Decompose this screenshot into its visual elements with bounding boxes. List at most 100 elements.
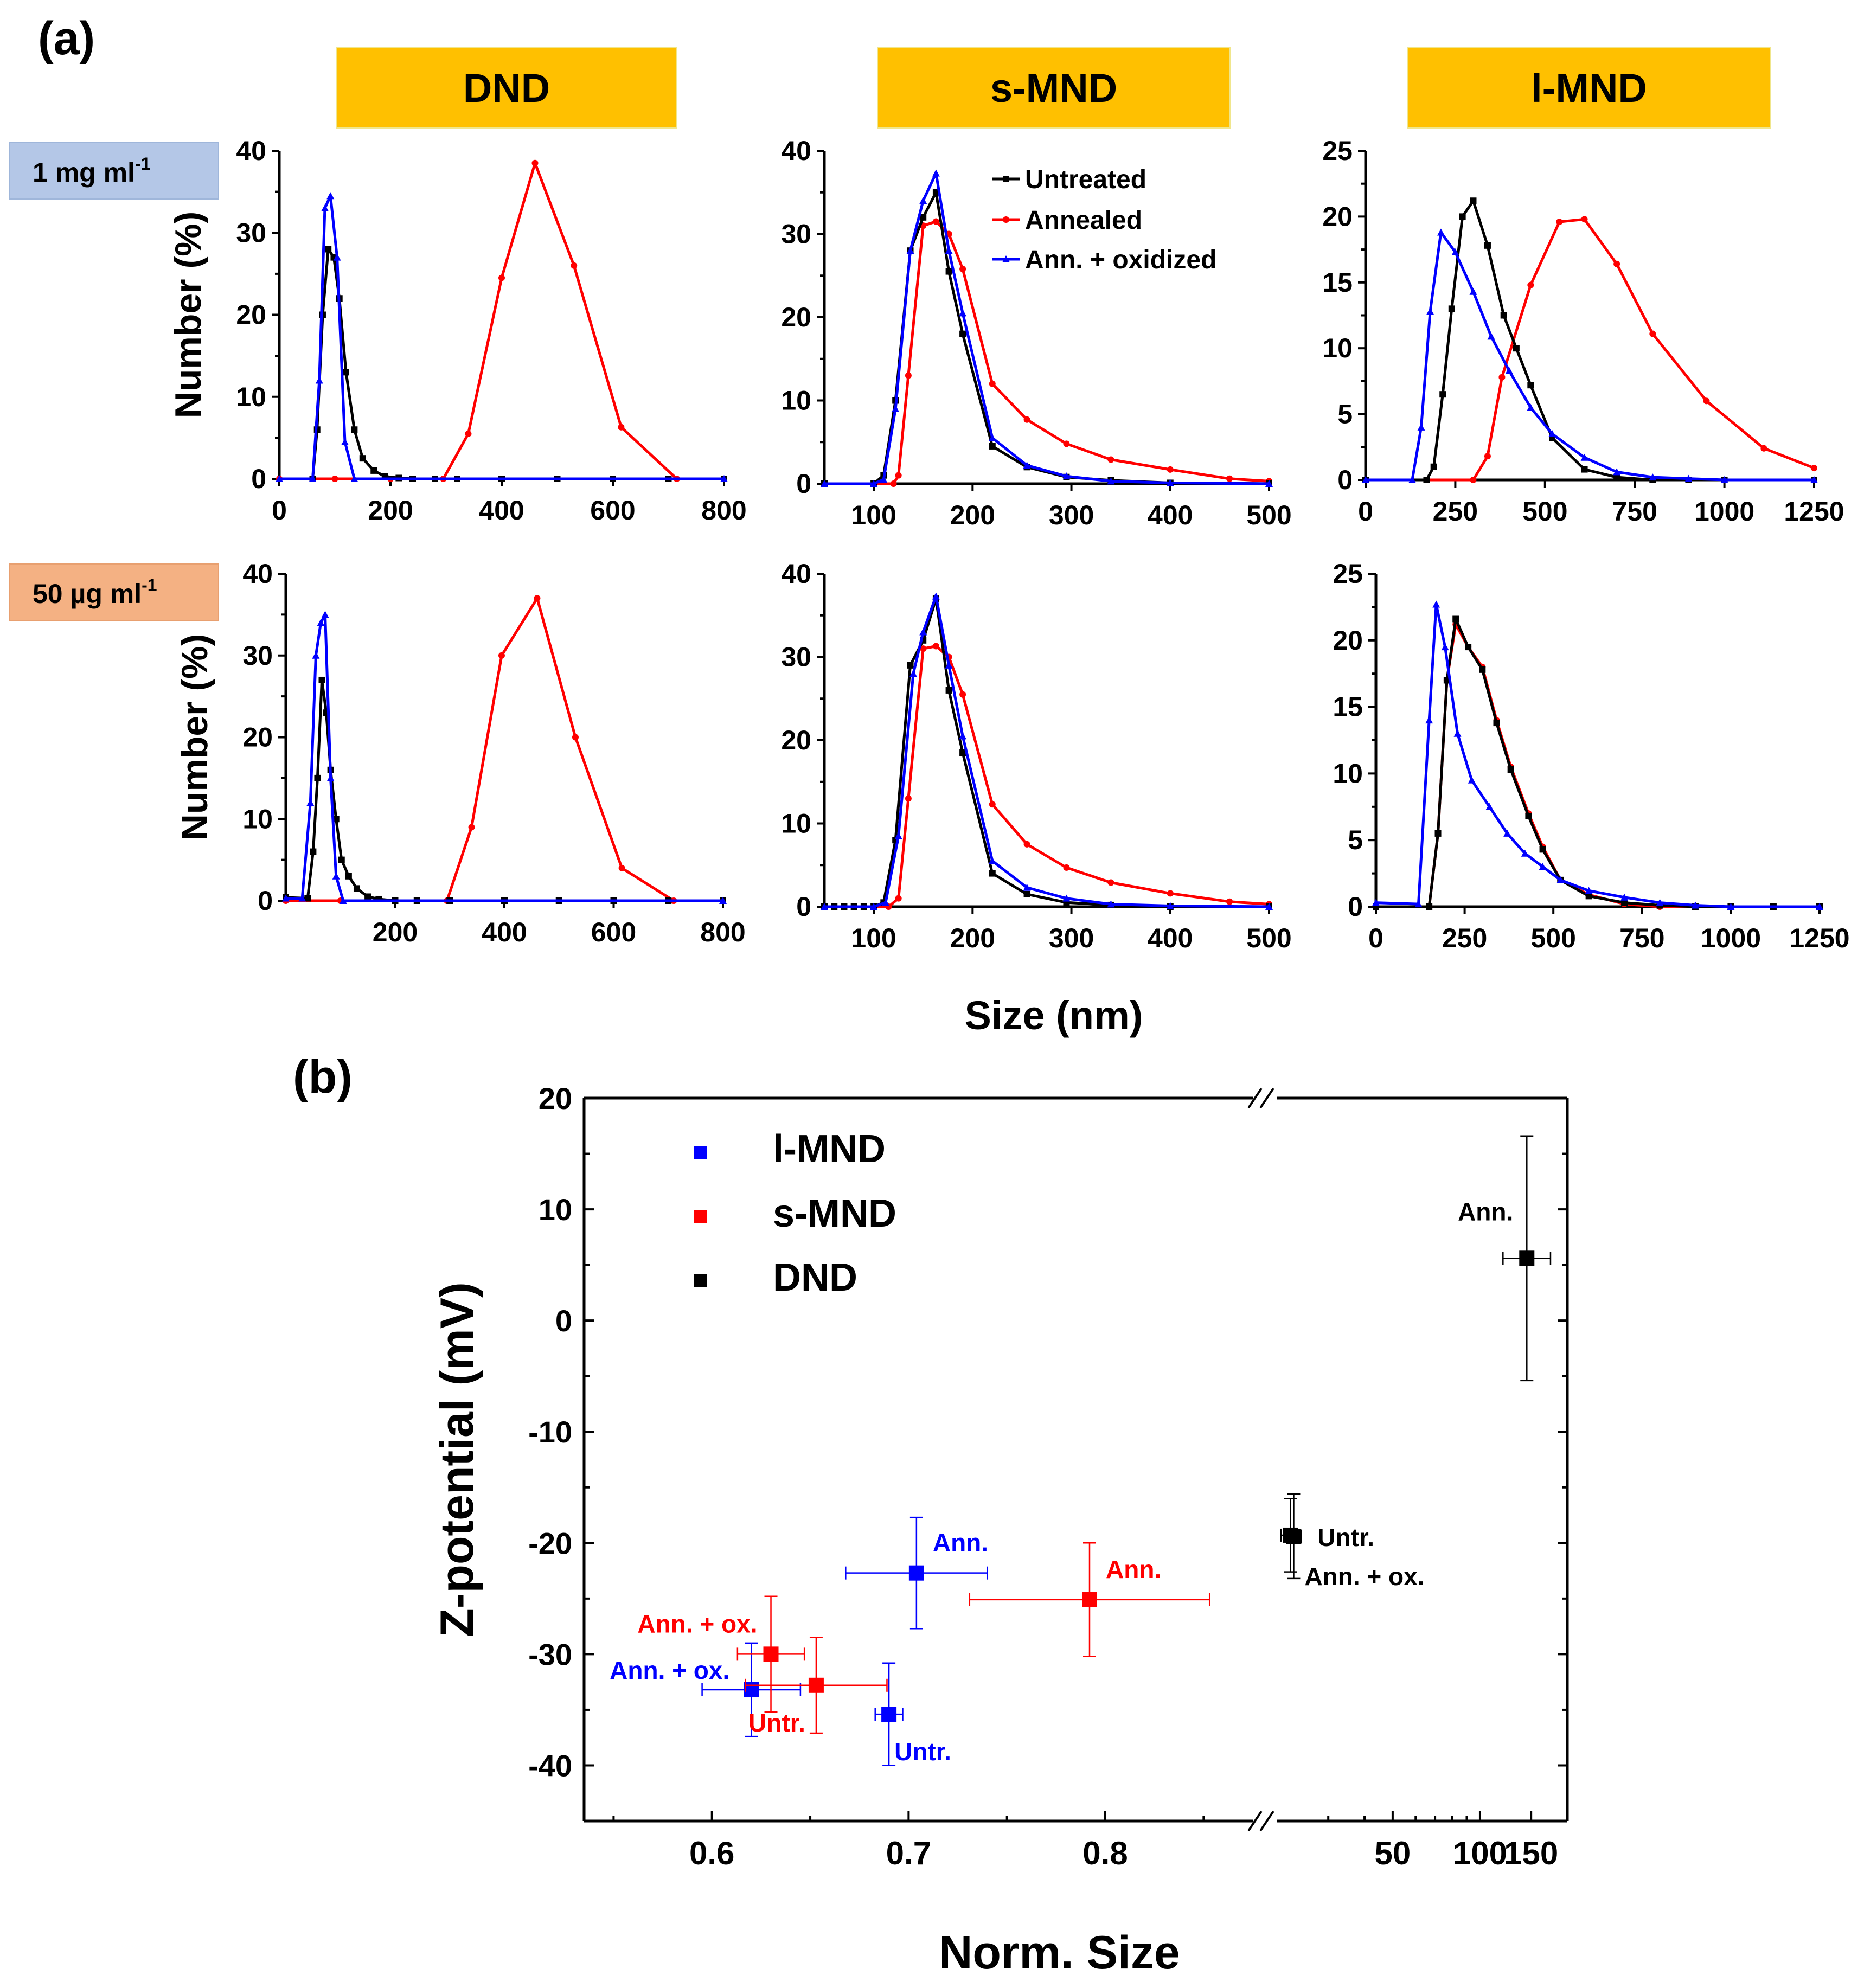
y-tick-label: 30 xyxy=(242,640,273,671)
data-point xyxy=(1465,644,1472,651)
data-point xyxy=(1656,899,1664,906)
data-point xyxy=(959,691,966,698)
x-tick-label: 0 xyxy=(1358,496,1373,527)
data-point xyxy=(1107,900,1115,908)
y-tick-label: 15 xyxy=(1322,267,1353,298)
data-point xyxy=(1503,829,1511,837)
header-dnd-label: DND xyxy=(463,66,550,111)
data-point xyxy=(345,873,352,880)
data-point xyxy=(1507,766,1514,773)
panel-b-label: (b) xyxy=(293,1051,353,1103)
data-point xyxy=(339,897,347,904)
x-tick-label: 600 xyxy=(590,495,635,525)
y-tick-label: 40 xyxy=(781,136,811,166)
data-point xyxy=(1556,219,1563,226)
data-point xyxy=(282,894,290,902)
data-point xyxy=(326,774,335,781)
y-tick-label: 0 xyxy=(251,464,266,494)
data-point xyxy=(318,676,325,683)
y-tick-label: 30 xyxy=(781,219,811,249)
x-tick-label: 400 xyxy=(1148,923,1193,953)
x-tick-label: 800 xyxy=(700,917,745,947)
y-tick-label: 20 xyxy=(781,302,811,332)
x-tick-label: 1000 xyxy=(1694,496,1754,527)
legend-label: Untreated xyxy=(1025,165,1146,194)
series-line-untreated xyxy=(1366,199,1814,482)
x-tick-label: 750 xyxy=(1612,496,1657,527)
data-point xyxy=(350,475,358,482)
y-tick-label: 20 xyxy=(1333,625,1363,656)
y-tick-label: -10 xyxy=(528,1415,572,1449)
x-tick-label: 400 xyxy=(482,917,527,947)
data-point xyxy=(1684,474,1693,482)
data-point xyxy=(1430,463,1437,470)
data-point xyxy=(1485,803,1494,810)
data-point xyxy=(959,330,966,337)
data-point xyxy=(1556,876,1565,883)
data-point xyxy=(1452,615,1459,623)
data-point xyxy=(1487,332,1495,340)
y-tick-label: 10 xyxy=(236,382,266,412)
data-point xyxy=(1525,812,1532,819)
data-point xyxy=(894,832,902,839)
data-point xyxy=(1703,397,1710,405)
data-point xyxy=(325,246,332,253)
data-point xyxy=(1613,260,1620,267)
data-point xyxy=(989,870,996,877)
data-point xyxy=(1063,864,1070,871)
data-point xyxy=(906,247,914,254)
y-axis-title: Z-potential (mV) xyxy=(431,1282,483,1637)
y-tick-label: 5 xyxy=(1348,825,1363,855)
data-point xyxy=(321,611,329,618)
data-point xyxy=(959,309,967,317)
legend-label: s-MND xyxy=(773,1192,896,1235)
data-point xyxy=(1720,476,1728,483)
data-point xyxy=(332,816,340,823)
data-point xyxy=(919,628,927,636)
data-point xyxy=(1539,863,1547,870)
axis-break-mark xyxy=(1247,1087,1263,1109)
concentration-row2-main: 50 µg ml xyxy=(33,579,142,609)
y-axis-title: Number (%) xyxy=(174,634,215,841)
axis-break-mark xyxy=(1247,1810,1263,1832)
data-point xyxy=(1760,445,1767,452)
series-line-untreated xyxy=(1376,618,1820,908)
data-point xyxy=(531,159,539,166)
data-point xyxy=(1417,423,1425,431)
data-point xyxy=(1062,894,1071,902)
data-point xyxy=(1441,643,1449,651)
header-smnd-label: s-MND xyxy=(990,66,1117,111)
y-tick-label: 20 xyxy=(242,722,273,753)
data-point xyxy=(1470,197,1477,204)
data-point xyxy=(1581,216,1588,223)
header-lmnd: l-MND xyxy=(1407,47,1771,129)
data-point xyxy=(1727,903,1735,910)
data-point xyxy=(1023,841,1030,848)
data-point xyxy=(1023,461,1031,469)
data-point xyxy=(932,643,939,650)
x-tick-label: 400 xyxy=(1148,500,1193,530)
data-point xyxy=(1437,228,1445,236)
data-point xyxy=(1539,846,1546,853)
concentration-row2: 50 µg ml-1 xyxy=(9,563,219,621)
data-point xyxy=(1459,213,1466,220)
data-point xyxy=(989,801,996,808)
data-point xyxy=(821,480,828,487)
y-tick-label: 15 xyxy=(1333,692,1363,722)
concentration-row2-sup: -1 xyxy=(142,575,157,595)
data-point xyxy=(314,774,321,781)
data-point xyxy=(1023,883,1031,891)
data-point xyxy=(1580,453,1588,461)
data-point xyxy=(945,268,952,275)
data-point xyxy=(1432,600,1440,608)
data-point xyxy=(988,434,996,441)
data-point xyxy=(571,262,578,269)
data-point xyxy=(1613,474,1620,481)
data-point xyxy=(989,443,996,450)
data-point xyxy=(333,253,341,261)
x-tick-label: 200 xyxy=(950,500,995,530)
x-tick-label: 300 xyxy=(1049,500,1094,530)
plot-smnd-1mg: 0 10 20 30 40 100 200 300 400 500 xyxy=(781,136,1291,530)
point-label: Ann. + ox. xyxy=(1304,1562,1424,1591)
